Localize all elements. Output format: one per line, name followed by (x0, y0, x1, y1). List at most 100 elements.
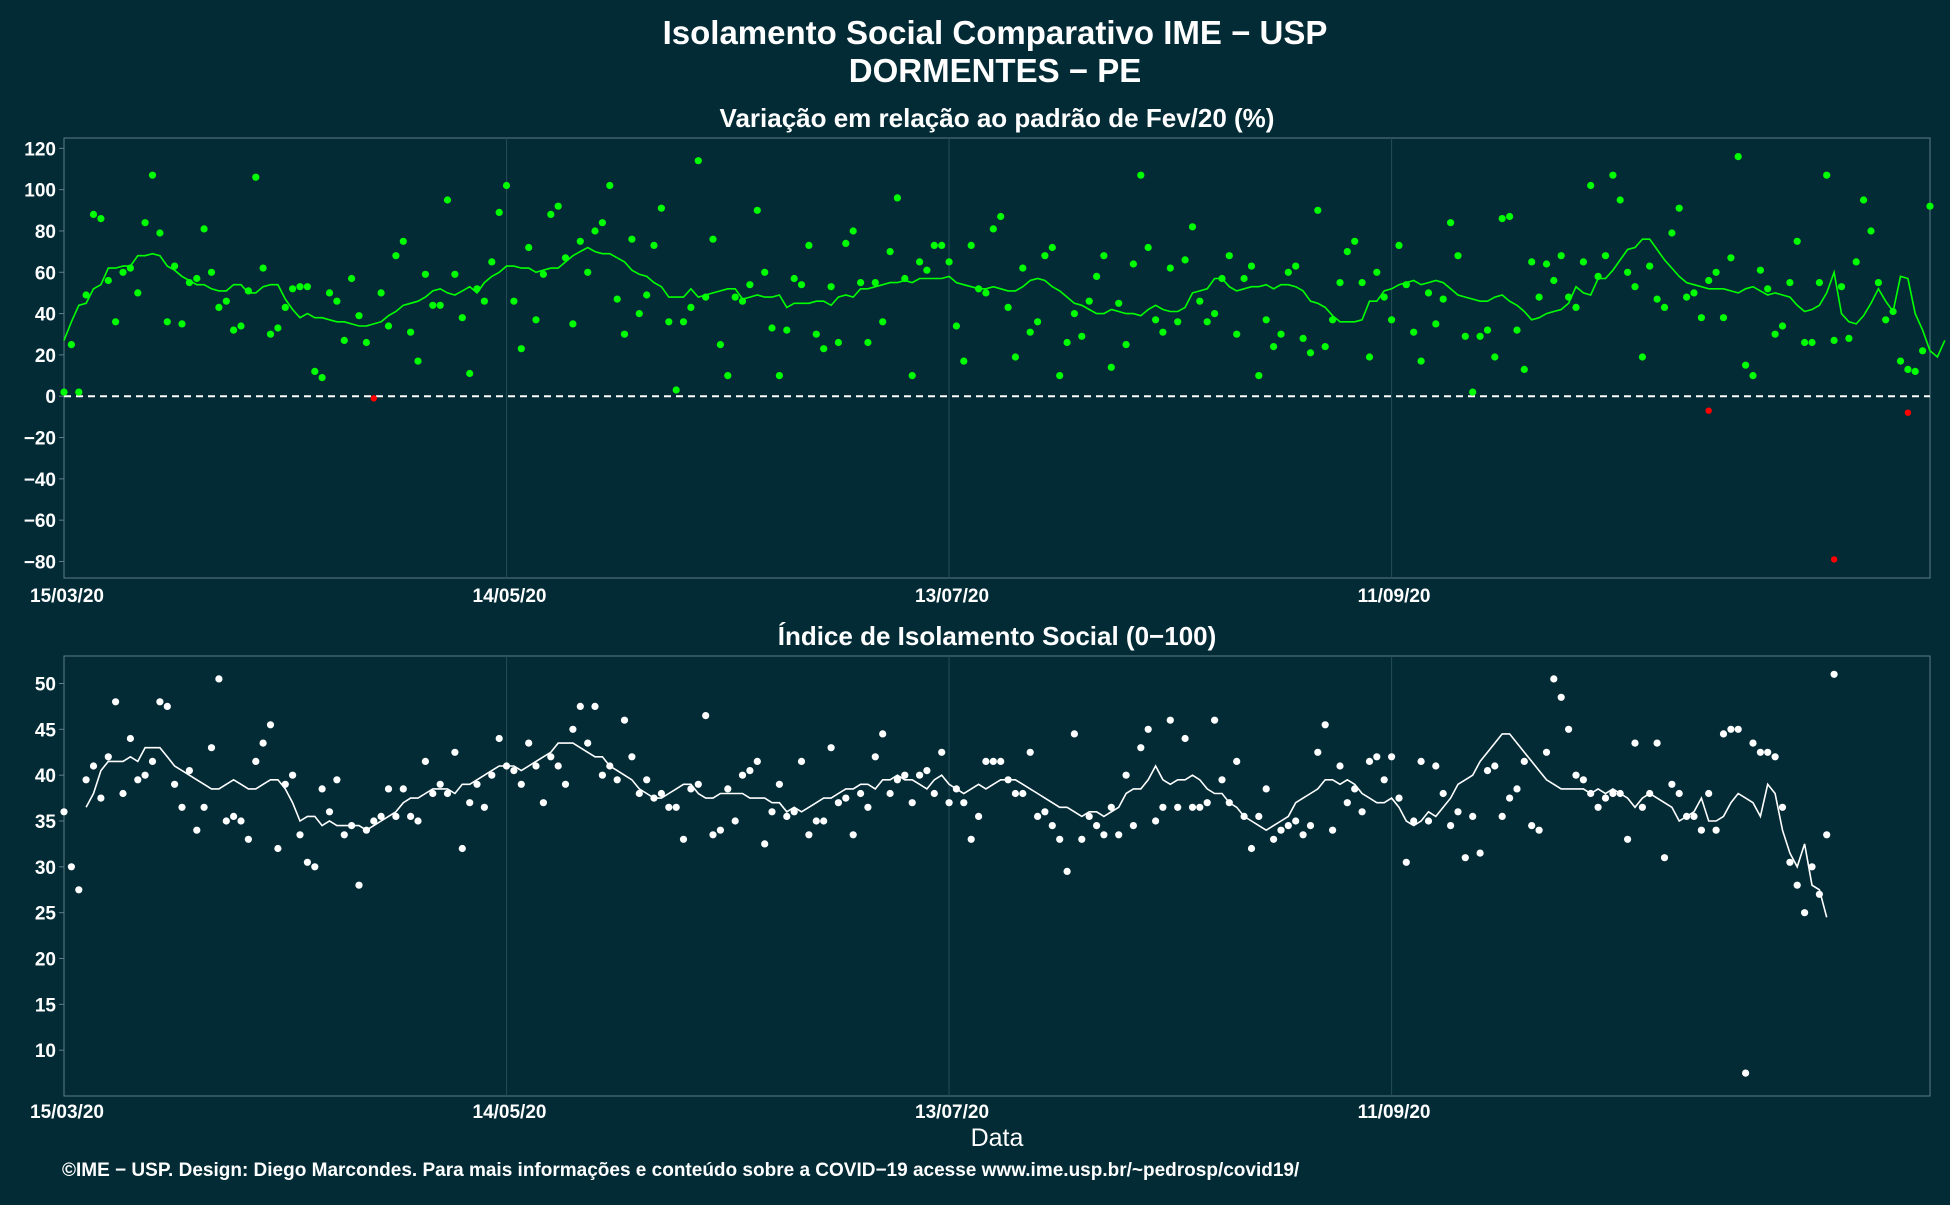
p2-data-point (967, 835, 975, 843)
p2-data-point (643, 776, 651, 784)
p2-data-point (1188, 803, 1197, 811)
p1-data-point (421, 270, 429, 278)
p1-negative-data-point (370, 395, 377, 402)
p2-data-point (163, 702, 171, 711)
p2-data-point (938, 748, 946, 756)
p2-data-point (1277, 826, 1285, 834)
p1-data-point (1314, 206, 1322, 214)
p2-data-point (598, 771, 607, 779)
p1-data-point (429, 301, 437, 309)
p2-data-point (1756, 748, 1764, 756)
p2-data-point (429, 789, 437, 798)
p1-data-point (665, 318, 673, 326)
p2-data-point (1314, 748, 1322, 756)
p1-data-point (1270, 343, 1278, 351)
p1-data-point (1019, 264, 1027, 272)
p1-data-point (569, 320, 577, 328)
p1-data-point (1683, 293, 1691, 301)
p2-data-point (1078, 835, 1086, 843)
p2-data-point (244, 835, 252, 843)
p1-data-point (1793, 237, 1801, 245)
p2-data-point (75, 886, 83, 894)
p2-x-tick-label: 11/09/20 (1358, 1102, 1431, 1123)
p1-data-point (960, 357, 968, 365)
p1-data-point (1262, 316, 1270, 324)
p1-data-point (1284, 268, 1292, 276)
p1-data-point (783, 326, 791, 334)
p1-data-point (1240, 274, 1248, 283)
p2-data-point (126, 734, 134, 743)
p1-data-point (112, 318, 120, 326)
p1-data-point (252, 173, 260, 181)
p1-data-point (1638, 353, 1646, 361)
p1-data-point (694, 157, 702, 165)
p1-data-point (547, 210, 555, 218)
p1-data-point (1764, 285, 1772, 293)
p1-data-point (1874, 279, 1882, 287)
p1-data-point (1653, 295, 1661, 303)
p2-moving-average-line (85, 733, 1828, 918)
p1-data-point (797, 281, 806, 289)
p1-data-point (134, 289, 142, 297)
p1-data-point (215, 303, 223, 311)
p2-data-point (1329, 826, 1337, 834)
p1-negative-data-point (1904, 409, 1912, 416)
p2-data-point (879, 730, 887, 738)
p1-data-point (1823, 171, 1831, 179)
p1-data-point (1129, 260, 1137, 268)
p2-data-point (1469, 812, 1477, 821)
p2-data-point (916, 771, 924, 779)
p2-data-point (207, 744, 216, 752)
p1-data-point (857, 279, 865, 287)
p2-data-point (1321, 721, 1329, 729)
p1-data-point (1867, 227, 1875, 235)
p1-data-point (1011, 353, 1020, 361)
p2-data-point (989, 757, 997, 766)
p2-data-point (1373, 753, 1381, 761)
p2-data-point (812, 817, 820, 825)
p1-data-point (126, 264, 134, 272)
p1-data-point (1919, 347, 1927, 355)
p2-data-point (1004, 776, 1012, 784)
p1-data-point (333, 297, 341, 305)
p1-data-point (1801, 338, 1809, 347)
p2-data-point (620, 716, 629, 724)
p1-data-point (1218, 274, 1226, 283)
p1-data-point (753, 206, 761, 214)
p1-data-point (1734, 153, 1742, 161)
p2-data-point (377, 812, 385, 821)
p1-data-point (746, 281, 754, 289)
p2-data-point (156, 698, 164, 706)
p2-data-point (871, 753, 879, 761)
p2-data-point (421, 757, 429, 766)
p2-data-point (104, 753, 112, 761)
p2-data-point (1572, 771, 1580, 779)
p1-data-point (1211, 310, 1219, 318)
p1-y-tick-label: −40 (24, 470, 56, 491)
p2-data-point (1424, 817, 1433, 825)
p1-data-point (1513, 326, 1521, 334)
p2-data-point (1174, 803, 1182, 811)
p1-data-point (657, 204, 666, 212)
p1-data-point (731, 293, 739, 301)
x-axis-label: Data (971, 1124, 1024, 1152)
p2-data-point (230, 812, 238, 821)
p2-data-point (1638, 803, 1646, 811)
p1-data-point (1299, 334, 1307, 342)
p1-data-point (812, 330, 820, 338)
p2-data-point (716, 826, 725, 834)
p1-data-point (1152, 316, 1160, 324)
p1-data-point (311, 367, 319, 375)
p1-data-point (82, 291, 90, 299)
p2-data-point (849, 831, 857, 839)
p1-data-point (495, 208, 503, 216)
p1-data-point (1646, 262, 1654, 270)
p2-data-point (296, 831, 304, 839)
p1-data-point (775, 372, 784, 380)
p1-data-point (871, 279, 879, 287)
p2-data-point (1491, 762, 1499, 770)
p1-data-point (1306, 349, 1315, 357)
p2-data-point (1358, 808, 1366, 816)
p2-data-point (1719, 730, 1728, 738)
p1-data-point (1402, 281, 1410, 289)
